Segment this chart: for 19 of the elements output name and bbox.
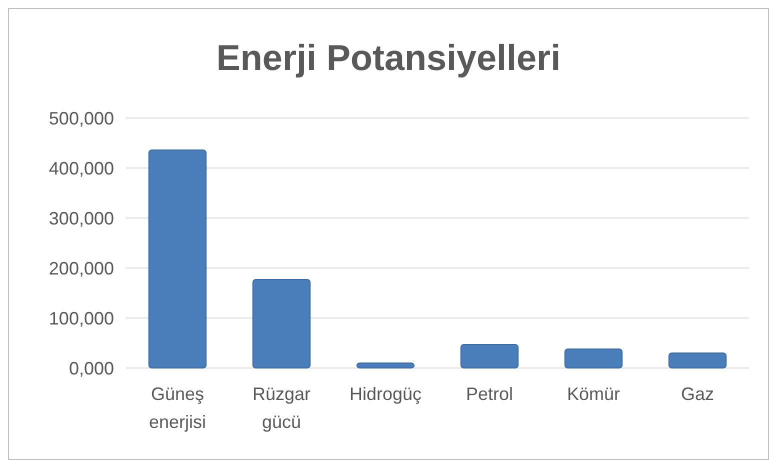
bar [564, 348, 623, 368]
x-tick-label: Petrol [466, 384, 514, 404]
bar [668, 352, 727, 368]
y-tick-label: 500,000 [48, 108, 114, 128]
x-tick-label: Gaz [681, 384, 714, 404]
y-tick-label: 0,000 [68, 358, 114, 378]
y-tick-label: 300,000 [48, 208, 114, 228]
y-tick-label: 100,000 [48, 308, 114, 328]
y-tick-label: 400,000 [48, 158, 114, 178]
bar [356, 362, 415, 368]
x-tick-label: Rüzgar gücü [252, 384, 311, 432]
x-tick-label: Hidrogüç [349, 384, 422, 404]
bar [252, 279, 311, 368]
chart-title: Enerji Potansiyelleri [216, 37, 561, 78]
x-tick-label: Kömür [567, 384, 620, 404]
bar [460, 344, 519, 368]
x-tick-label: Güneş enerjisi [148, 384, 206, 432]
y-tick-label: 200,000 [48, 258, 114, 278]
bar [148, 150, 207, 368]
